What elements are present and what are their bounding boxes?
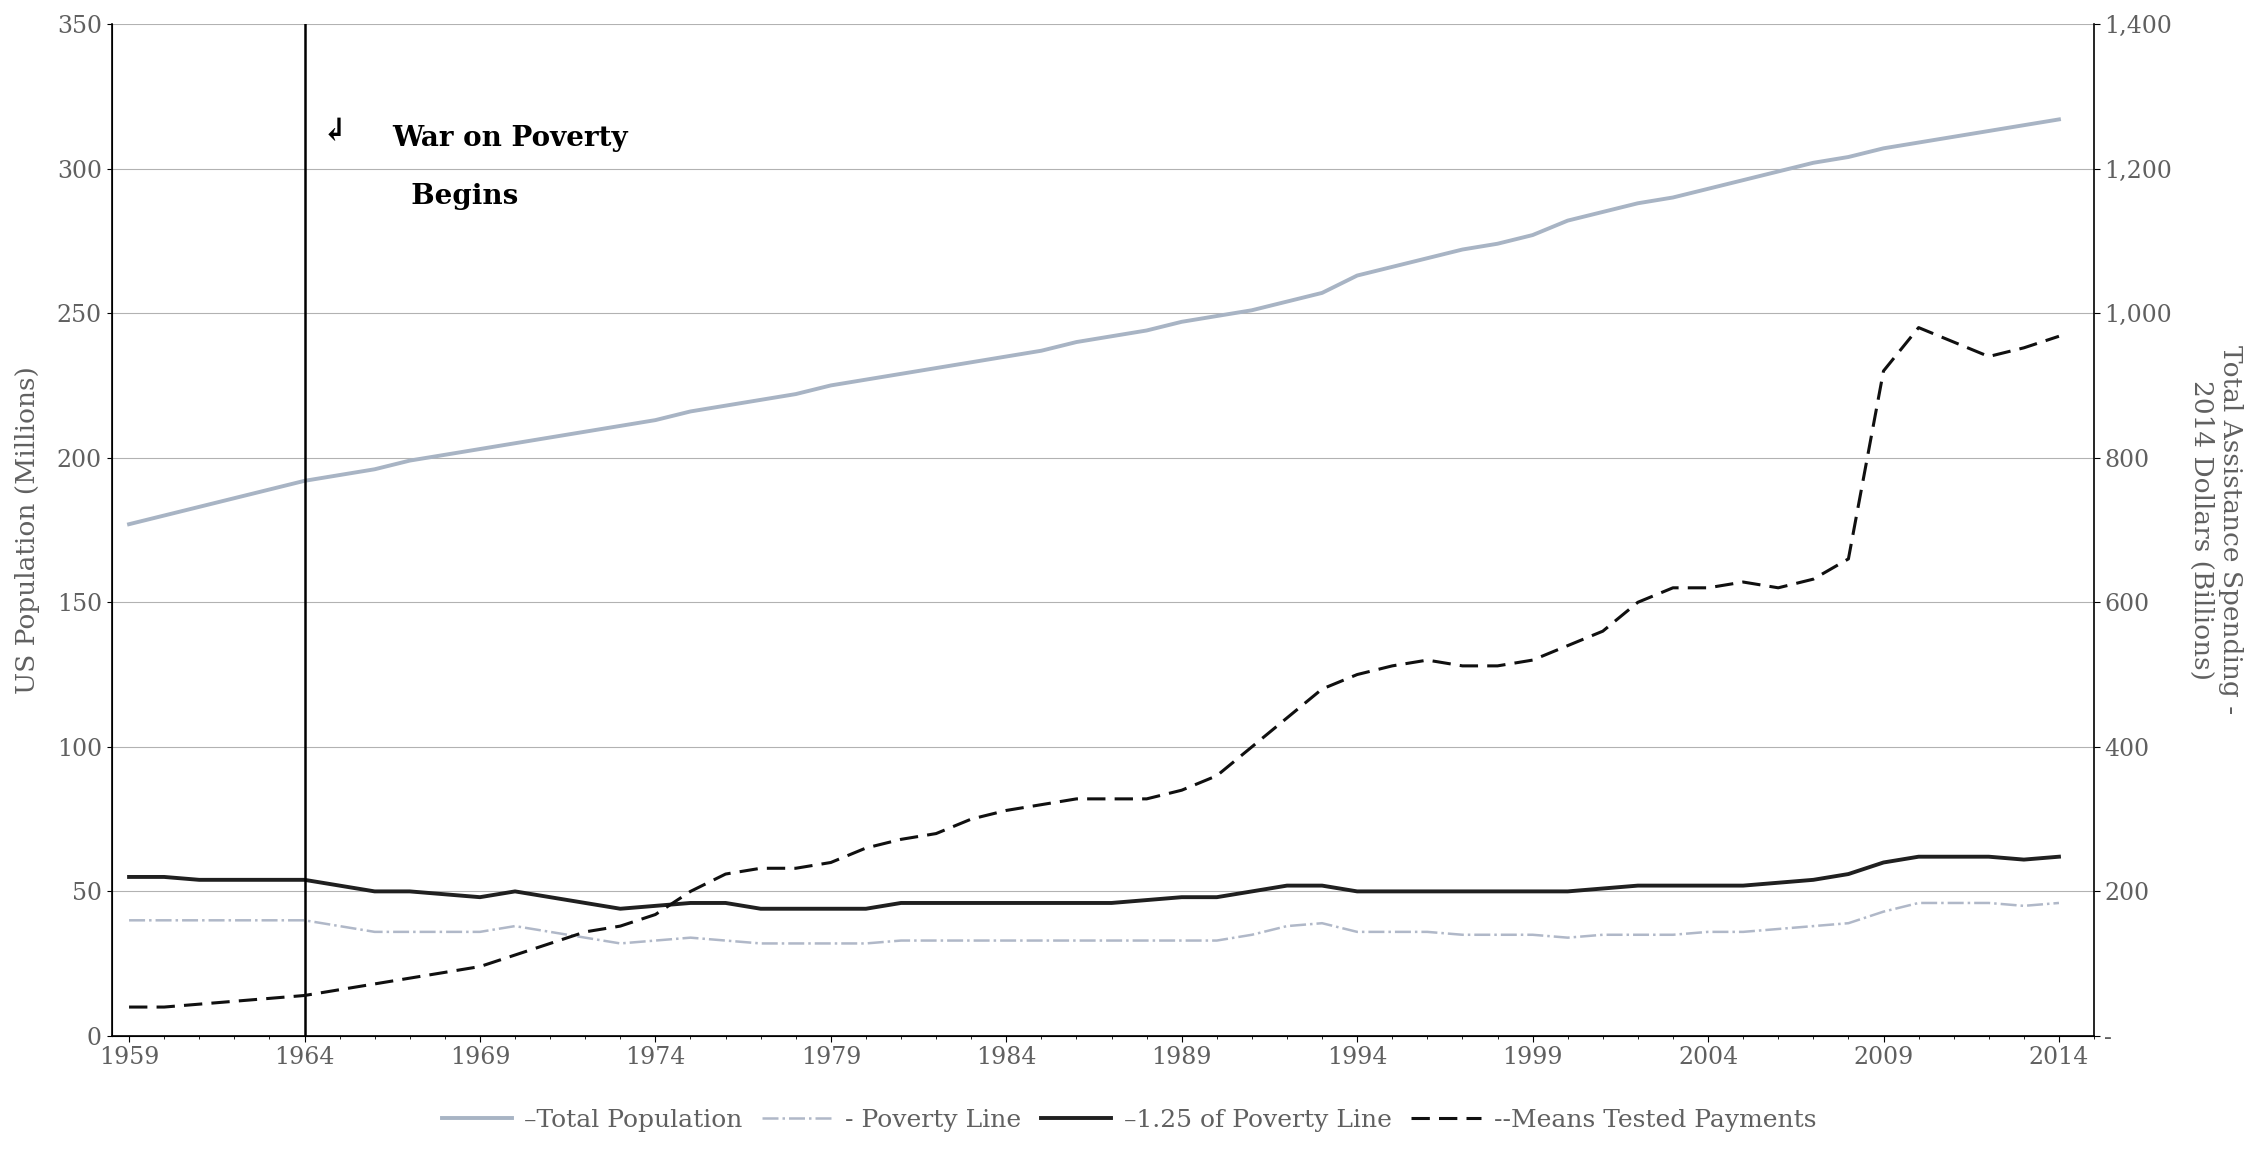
Y-axis label: Total Assistance Spending -
2014 Dollars (Billions): Total Assistance Spending - 2014 Dollars… <box>2188 345 2242 715</box>
Text: Begins: Begins <box>393 183 519 210</box>
Text: ↲: ↲ <box>323 117 348 148</box>
Legend: –Total Population, - Poverty Line, –1.25 of Poverty Line, --Means Tested Payment: –Total Population, - Poverty Line, –1.25… <box>431 1098 1827 1142</box>
Text: War on Poverty: War on Poverty <box>393 125 628 153</box>
Y-axis label: US Population (Millions): US Population (Millions) <box>16 366 41 694</box>
